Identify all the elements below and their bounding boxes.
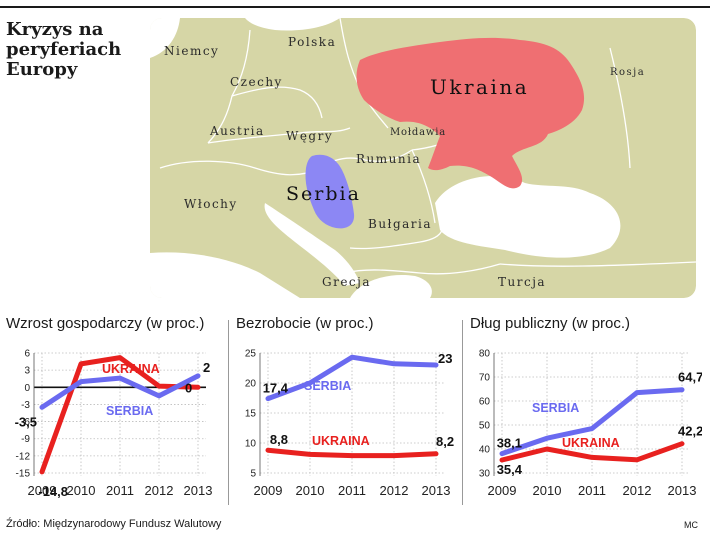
y-tick-label: 60 [479,397,491,408]
y-tick-label: 6 [24,349,30,360]
y-tick-label: 20 [245,379,257,390]
black-sea [435,175,621,258]
series-line-serbia [499,387,685,457]
mediterranean-sea [150,252,300,298]
serbia-shape [305,154,355,229]
country-label: Czechy [230,75,283,89]
data-label: 0 [185,380,192,395]
country-label: Rosja [610,67,645,78]
y-tick-label: 15 [245,409,257,420]
data-label: 38,1 [497,436,522,451]
country-label: Mołdawia [390,127,446,138]
x-tick-label: 2012 [145,483,174,498]
country-label: Turcja [498,275,546,289]
chart-debt-plot: 30 40 50 60 70 80 2009 2010 2011 2012 2013 SERBIA UK… [479,349,702,499]
chart-growth-plot: -15 -12 -9 -6 -3 0 3 6 2009 2010 2011 2012 2013 UKRAI… [15,349,213,499]
country-label: Bułgaria [368,217,432,231]
aegean-sea [350,274,432,298]
data-label: 2 [203,360,210,375]
y-tick-label: -12 [16,451,31,462]
ukraine-label: Ukraina [430,75,529,99]
x-tick-label: 2011 [338,483,366,498]
country-label: Polska [288,35,336,49]
legend-label-ukraina: UKRAINA [562,436,620,450]
country-label: Austria [209,124,265,138]
panel-divider [462,320,463,505]
x-tick-label: 2009 [488,483,517,498]
y-tick-label: 70 [479,373,491,384]
serbia-label: Serbia [286,183,361,205]
ukraine-shape [356,37,585,189]
data-label: 35,4 [497,462,523,477]
x-tick-label: 2012 [380,483,409,498]
legend-label-serbia: SERBIA [304,379,351,393]
legend-label-ukraina: UKRAINA [102,362,160,376]
y-tick-label: 40 [479,445,491,456]
y-tick-label: 50 [479,421,491,432]
y-tick-label: -3 [21,400,30,411]
country-label: Grecja [322,275,371,289]
y-tick-label: -9 [21,434,30,445]
x-tick-label: 2011 [578,483,606,498]
chart-debt: Dług publiczny (w proc.) 30 40 50 60 70 80 200… [470,315,702,505]
y-tick-label: 80 [479,349,491,360]
series-line-ukraina [265,447,439,459]
x-tick-label: 2013 [668,483,697,498]
chart-growth: Wzrost gospodarczy (w proc.) -15 -12 -9 -6-… [6,315,221,505]
chart-title: Dług publiczny (w proc.) [470,315,631,332]
chart-unemployment-plot: 5 10 15 20 25 2009 2010 2011 2012 2013 SERBIA UKRAI… [245,349,454,499]
data-label: 8,2 [436,434,454,449]
country-labels: Niemcy Polska Czechy Austria Węgry Mołda… [164,35,645,289]
x-tick-label: 2012 [623,483,652,498]
x-tick-label: 2011 [106,483,134,498]
x-tick-label: 2009 [28,483,57,498]
country-label: Rumunia [356,152,421,166]
series-line-serbia [265,354,439,402]
baltic-sea [245,18,340,31]
y-tick-label: 3 [24,366,30,377]
x-tick-label: 2013 [422,483,451,498]
x-tick-label: 2010 [296,483,325,498]
y-tick-label: -15 [16,469,31,480]
credit: MC [684,520,698,530]
page-title: Kryzys na peryferiach Europy [6,19,122,80]
adriatic-sea [264,203,360,286]
series-line-serbia [39,373,201,410]
y-tick-label: 0 [24,383,30,394]
data-label: 64,7 [678,370,702,385]
x-tick-label: 2010 [533,483,562,498]
x-tick-label: 2009 [254,483,283,498]
source-note: Źródło: Międzynarodowy Fundusz Walutowy [6,518,222,530]
y-tick-label: 25 [245,349,257,360]
x-tick-label: 2013 [184,483,213,498]
legend-label-ukraina: UKRAINA [312,434,370,448]
country-label: Węgry [286,129,333,143]
series-line-ukraina [499,441,685,463]
top-rule [0,6,710,8]
data-label: 23 [438,351,452,366]
country-borders [159,18,696,275]
data-label: 8,8 [270,432,288,447]
data-label: 17,4 [263,381,289,396]
legend-label-serbia: SERBIA [532,401,579,415]
chart-title: Wzrost gospodarczy (w proc.) [6,315,205,332]
data-label: -14,8 [38,484,68,499]
legend-label-serbia: SERBIA [106,404,153,418]
panel-divider [228,320,229,505]
country-label: Włochy [184,197,238,211]
y-tick-label: -6 [21,417,30,428]
y-tick-label: 30 [479,469,491,480]
y-tick-label: 10 [245,439,257,450]
europe-map: Niemcy Polska Czechy Austria Węgry Mołda… [150,18,696,298]
x-tick-label: 2010 [67,483,96,498]
chart-title: Bezrobocie (w proc.) [236,315,374,332]
chart-unemployment: Bezrobocie (w proc.) 5 10 15 20 25 2009 2010 20… [236,315,456,505]
y-tick-label: 5 [250,469,256,480]
north-sea [150,18,180,58]
country-label: Niemcy [164,44,219,58]
data-label: -3,5 [15,414,37,429]
data-label: 42,2 [678,424,702,439]
